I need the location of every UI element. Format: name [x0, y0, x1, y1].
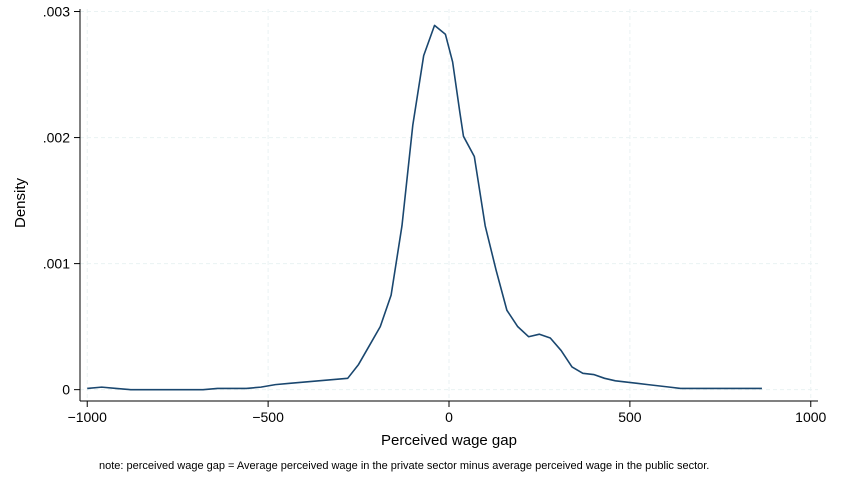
y-tick-label: 0 [62, 382, 70, 398]
y-axis-ticks: 0 .001 .002 .003 [43, 4, 80, 398]
x-tick-label: 1000 [795, 409, 826, 425]
y-tick-label: .002 [43, 130, 70, 146]
density-line [87, 24, 762, 391]
x-tick-label: −1000 [68, 409, 108, 425]
x-tick-label: −500 [252, 409, 284, 425]
x-axis-ticks: −1000 −500 0 500 1000 [68, 401, 827, 425]
series-layer [87, 24, 762, 391]
y-axis-title: Density [12, 177, 29, 228]
y-tick-label: .003 [43, 4, 70, 20]
chart-note: note: perceived wage gap = Average perce… [99, 460, 709, 472]
x-tick-label: 0 [445, 409, 453, 425]
y-tick-label: .001 [43, 256, 70, 272]
x-axis-title: Perceived wage gap [381, 432, 517, 449]
x-tick-label: 500 [618, 409, 642, 425]
grid [80, 9, 818, 401]
